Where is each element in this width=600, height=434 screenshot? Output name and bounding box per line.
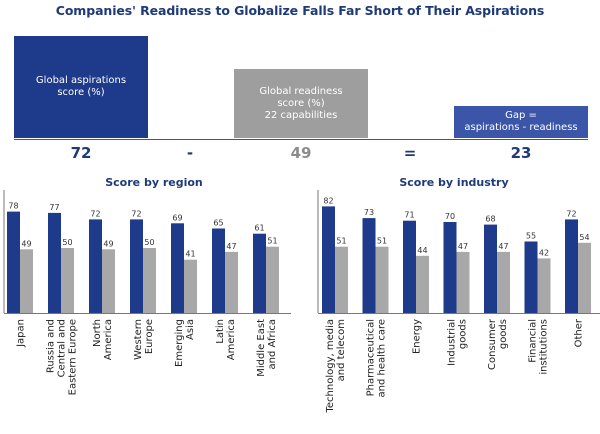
aspirations-bar: [443, 222, 457, 313]
bar-value-label: 72: [131, 209, 141, 218]
readiness-bar: [61, 248, 74, 313]
category-label: LatinAmerica: [215, 319, 237, 360]
readiness-bar: [143, 248, 156, 313]
bar-value-label: 78: [8, 202, 18, 211]
aspirations-bar: [322, 206, 335, 313]
bar-value-label: 42: [539, 248, 549, 257]
gap-box: Gap = aspirations - readiness: [454, 106, 588, 138]
aspirations-label: Global aspirations score (%): [35, 75, 127, 98]
bar-value-label: 41: [185, 250, 195, 259]
readiness-value: 49: [290, 144, 312, 162]
aspirations-bar: [524, 241, 538, 313]
category-label: EmergingAsia: [174, 319, 196, 367]
category-label: NorthAmerica: [92, 319, 114, 360]
bar-value-label: 49: [103, 239, 113, 248]
bar-value-label: 44: [417, 246, 427, 255]
readiness-bar: [375, 246, 389, 313]
category-label: Other: [574, 318, 585, 347]
category-label: Technology, mediaand telecom: [325, 319, 347, 414]
category-label: Japan: [16, 319, 27, 348]
readiness-bar: [102, 249, 115, 313]
readiness-bar: [416, 255, 429, 313]
readiness-bar: [335, 246, 348, 313]
aspirations-value: 72: [70, 144, 92, 162]
readiness-bar: [20, 249, 33, 313]
industry-chart: 82 51 Technology, mediaand telecom 73 51 Phar…: [317, 190, 600, 414]
gap-label: Gap = aspirations - readiness: [464, 110, 578, 133]
category-label: Energy: [412, 319, 423, 354]
bar-value-label: 55: [526, 232, 536, 241]
aspirations-bar: [212, 228, 225, 313]
bar-value-label: 68: [485, 215, 495, 224]
category-label: Pharmaceuticaland health care: [366, 319, 388, 398]
bar-value-label: 70: [445, 212, 455, 221]
bar-value-label: 51: [267, 237, 277, 246]
readiness-bar: [266, 246, 279, 313]
bar-value-label: 49: [21, 239, 31, 248]
bar-value-label: 47: [458, 242, 468, 251]
bar-value-label: 61: [254, 224, 264, 233]
readiness-bar: [456, 251, 470, 313]
readiness-bar: [184, 259, 197, 313]
category-label: Financialinstitutions: [528, 319, 550, 375]
aspirations-bar: [484, 224, 497, 313]
aspirations-bar: [565, 219, 578, 313]
bar-value-label: 50: [144, 238, 154, 247]
category-label: WesternEurope: [133, 319, 155, 360]
bar-value-label: 69: [172, 213, 182, 222]
baseline-divider: [14, 139, 588, 140]
readiness-label: Global readiness score (%) 22 capabiliti…: [259, 85, 343, 121]
aspirations-bar: [403, 220, 416, 313]
category-label: Russia andCentral andEastern Europe: [46, 319, 79, 395]
bar-value-label: 47: [226, 242, 236, 251]
readiness-bar: [537, 258, 551, 313]
aspirations-bar: [171, 223, 184, 313]
readiness-bar: [578, 242, 591, 313]
aspirations-bar: [7, 211, 20, 313]
region-chart: 78 49 Japan 77 50 Russia andCentral andEaster…: [3, 190, 291, 395]
readiness-box: Global readiness score (%) 22 capabiliti…: [234, 69, 368, 138]
industry-chart-title: Score by industry: [399, 176, 509, 189]
bar-value-label: 72: [566, 209, 576, 218]
bar-value-label: 47: [498, 242, 508, 251]
bar-value-label: 65: [213, 219, 223, 228]
bar-value-label: 82: [323, 196, 333, 205]
aspirations-bar: [130, 219, 143, 313]
aspirations-box: Global aspirations score (%): [14, 36, 148, 138]
category-label: Middle Eastand Africa: [256, 319, 278, 377]
region-chart-title: Score by region: [105, 176, 203, 189]
bar-value-label: 54: [579, 233, 589, 242]
aspirations-bar: [48, 212, 61, 313]
bar-value-label: 77: [49, 203, 59, 212]
gap-value: 23: [510, 144, 532, 162]
category-label: Consumergoods: [487, 318, 509, 370]
bar-value-label: 71: [404, 211, 414, 220]
aspirations-bar: [362, 218, 376, 313]
equals-sign: =: [403, 144, 417, 162]
bar-value-label: 72: [90, 209, 100, 218]
minus-sign: -: [186, 144, 194, 162]
category-label: Industrialgoods: [447, 319, 469, 366]
aspirations-bar: [253, 233, 266, 313]
readiness-bar: [497, 251, 510, 313]
bar-value-label: 73: [364, 208, 374, 217]
aspirations-bar: [89, 219, 102, 313]
bar-value-label: 51: [377, 237, 387, 246]
page-title: Companies' Readiness to Globalize Falls …: [55, 3, 545, 18]
bar-value-label: 50: [62, 238, 72, 247]
readiness-bar: [225, 251, 238, 313]
bar-value-label: 51: [336, 237, 346, 246]
